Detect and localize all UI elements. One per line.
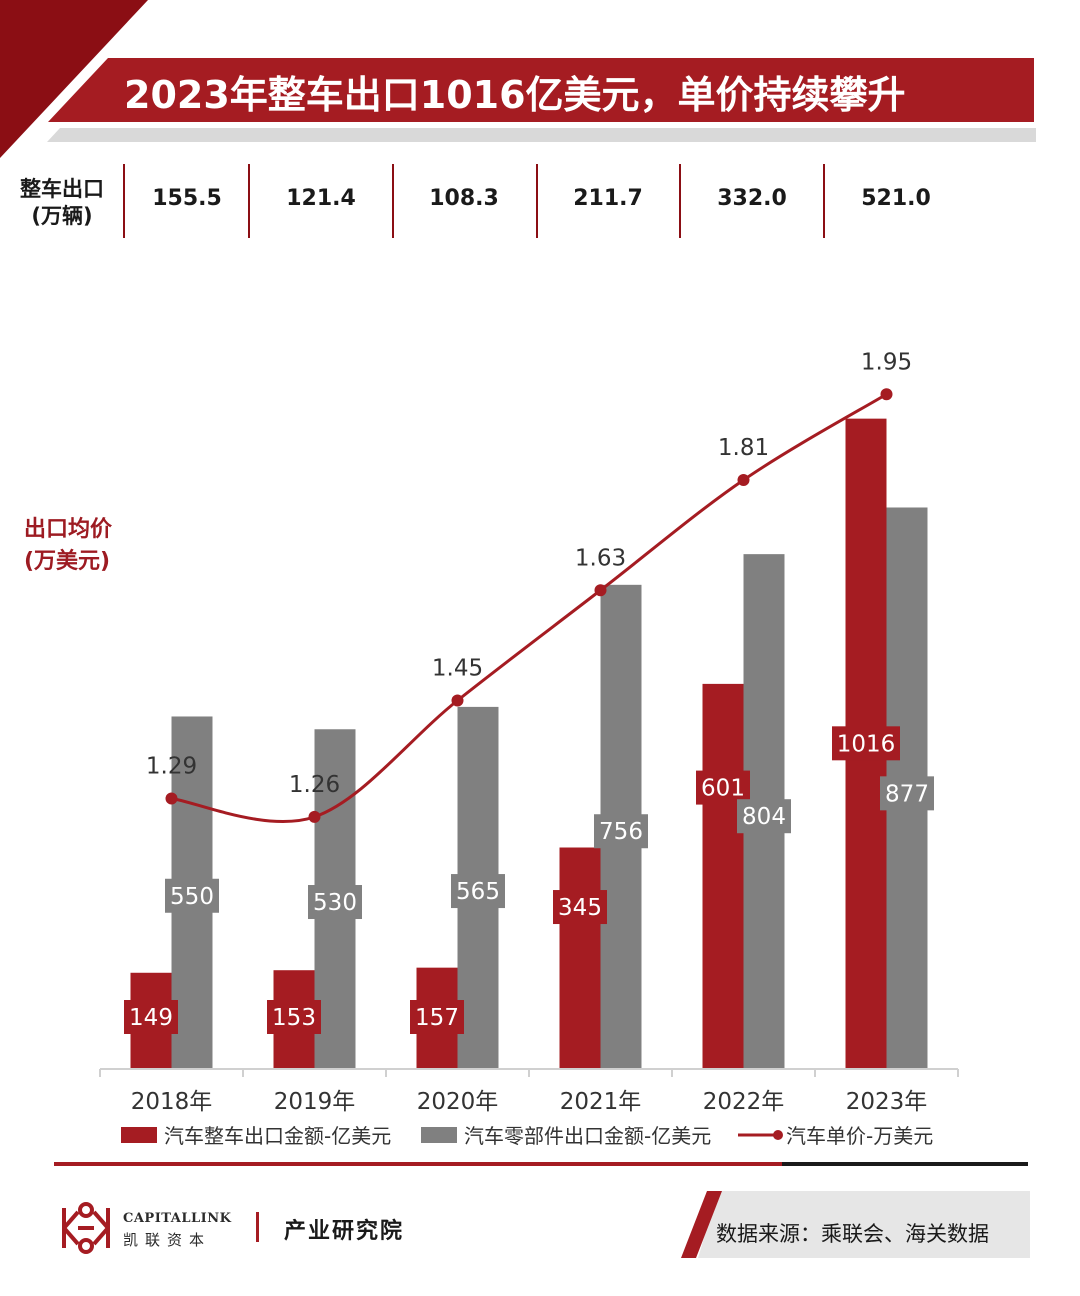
price-label-2019年: 1.26 <box>289 772 340 798</box>
units-separator <box>679 164 681 238</box>
units-label-line1: 整车出口 <box>20 177 104 201</box>
label-parts-2020年: 565 <box>456 879 500 905</box>
legend-label-1: 汽车零部件出口金额-亿美元 <box>464 1124 711 1148</box>
units-separator <box>123 164 125 238</box>
data-source: 数据来源：乘联会、海关数据 <box>716 1222 989 1246</box>
label-parts-2023年: 877 <box>885 781 929 807</box>
x-tick-label: 2021年 <box>560 1089 642 1115</box>
title-band <box>47 58 1036 142</box>
label-vehicle-2021年-box <box>553 890 607 925</box>
x-tick-label: 2020年 <box>417 1089 499 1115</box>
units-value-2023: 521.0 <box>861 186 931 211</box>
avg-price-label-line1: 出口均价 <box>24 517 113 542</box>
label-vehicle-2022年: 601 <box>701 776 745 802</box>
units-separator <box>536 164 538 238</box>
label-vehicle-2019年-box <box>267 1000 321 1034</box>
avg-price-label-line2: (万美元) <box>24 549 111 574</box>
legend-label-2: 汽车单价-万美元 <box>786 1124 933 1148</box>
label-vehicle-2018年-box <box>124 1000 178 1034</box>
price-point-2023年 <box>880 388 893 401</box>
x-tick-label: 2022年 <box>703 1089 785 1115</box>
label-parts-2019年-box <box>308 885 362 920</box>
price-point-2020年 <box>451 694 464 707</box>
institute-name: 产业研究院 <box>284 1218 405 1244</box>
units-label-line2: (万辆) <box>31 204 93 228</box>
x-tick-label: 2023年 <box>846 1089 928 1115</box>
label-vehicle-2020年: 157 <box>415 1005 459 1031</box>
units-value-2022: 332.0 <box>717 186 787 211</box>
price-label-2023年: 1.95 <box>861 349 912 375</box>
corner-decoration <box>0 0 148 158</box>
label-vehicle-2020年-box <box>410 1000 464 1034</box>
price-point-2022年 <box>737 474 750 486</box>
label-parts-2023年-box <box>880 776 934 811</box>
bar-vehicle-2022年 <box>702 683 744 1068</box>
units-separator <box>823 164 825 238</box>
label-parts-2022年-box <box>737 799 791 834</box>
logo-separator <box>256 1212 259 1242</box>
price-point-2018年 <box>165 792 178 805</box>
legend-swatch-1 <box>421 1127 457 1143</box>
logo-name-cn: 凯联资本 <box>123 1231 212 1249</box>
label-parts-2018年: 550 <box>170 884 214 910</box>
label-parts-2021年: 756 <box>599 819 643 845</box>
capitallink-logo-icon <box>62 1202 110 1254</box>
units-value-2018: 155.5 <box>152 186 222 211</box>
bar-vehicle-2021年 <box>559 847 601 1068</box>
label-vehicle-2023年-box <box>832 726 900 761</box>
units-value-2020: 108.3 <box>429 186 499 211</box>
price-label-2022年: 1.81 <box>718 435 769 461</box>
label-vehicle-2019年: 153 <box>272 1005 316 1031</box>
label-parts-2019年: 530 <box>313 890 357 916</box>
label-vehicle-2022年-box <box>696 770 750 805</box>
price-point-2021年 <box>594 584 607 597</box>
label-vehicle-2018年: 149 <box>129 1005 173 1031</box>
label-parts-2021年-box <box>594 814 648 849</box>
units-separator <box>392 164 394 238</box>
price-point-2019年 <box>308 810 321 823</box>
label-parts-2022年: 804 <box>742 804 786 830</box>
x-tick-label: 2018年 <box>131 1089 213 1115</box>
logo-name-en: CAPITALLINK <box>123 1211 232 1226</box>
price-label-2020年: 1.45 <box>432 656 483 682</box>
avg-price-axis-label: 出口均价 (万美元) <box>24 514 112 578</box>
x-tick-label: 2019年 <box>274 1089 356 1115</box>
label-vehicle-2023年: 1016 <box>837 731 896 757</box>
page-title: 2023年整车出口1016亿美元，单价持续攀升 <box>124 73 906 117</box>
units-separator <box>248 164 250 238</box>
legend-label-0: 汽车整车出口金额-亿美元 <box>164 1124 391 1148</box>
units-value-2019: 121.4 <box>286 186 356 211</box>
price-line <box>171 392 888 823</box>
units-row-label: 整车出口 (万辆) <box>10 176 114 230</box>
footer-rule <box>54 1162 1028 1166</box>
price-label-2021年: 1.63 <box>575 545 626 571</box>
price-label-2018年: 1.29 <box>146 754 197 780</box>
label-parts-2020年-box <box>451 874 505 909</box>
label-vehicle-2021年: 345 <box>558 895 602 921</box>
units-value-2021: 211.7 <box>573 186 643 211</box>
legend-swatch-0 <box>121 1127 157 1143</box>
legend-swatch-marker <box>773 1130 783 1140</box>
label-parts-2018年-box <box>165 878 219 913</box>
